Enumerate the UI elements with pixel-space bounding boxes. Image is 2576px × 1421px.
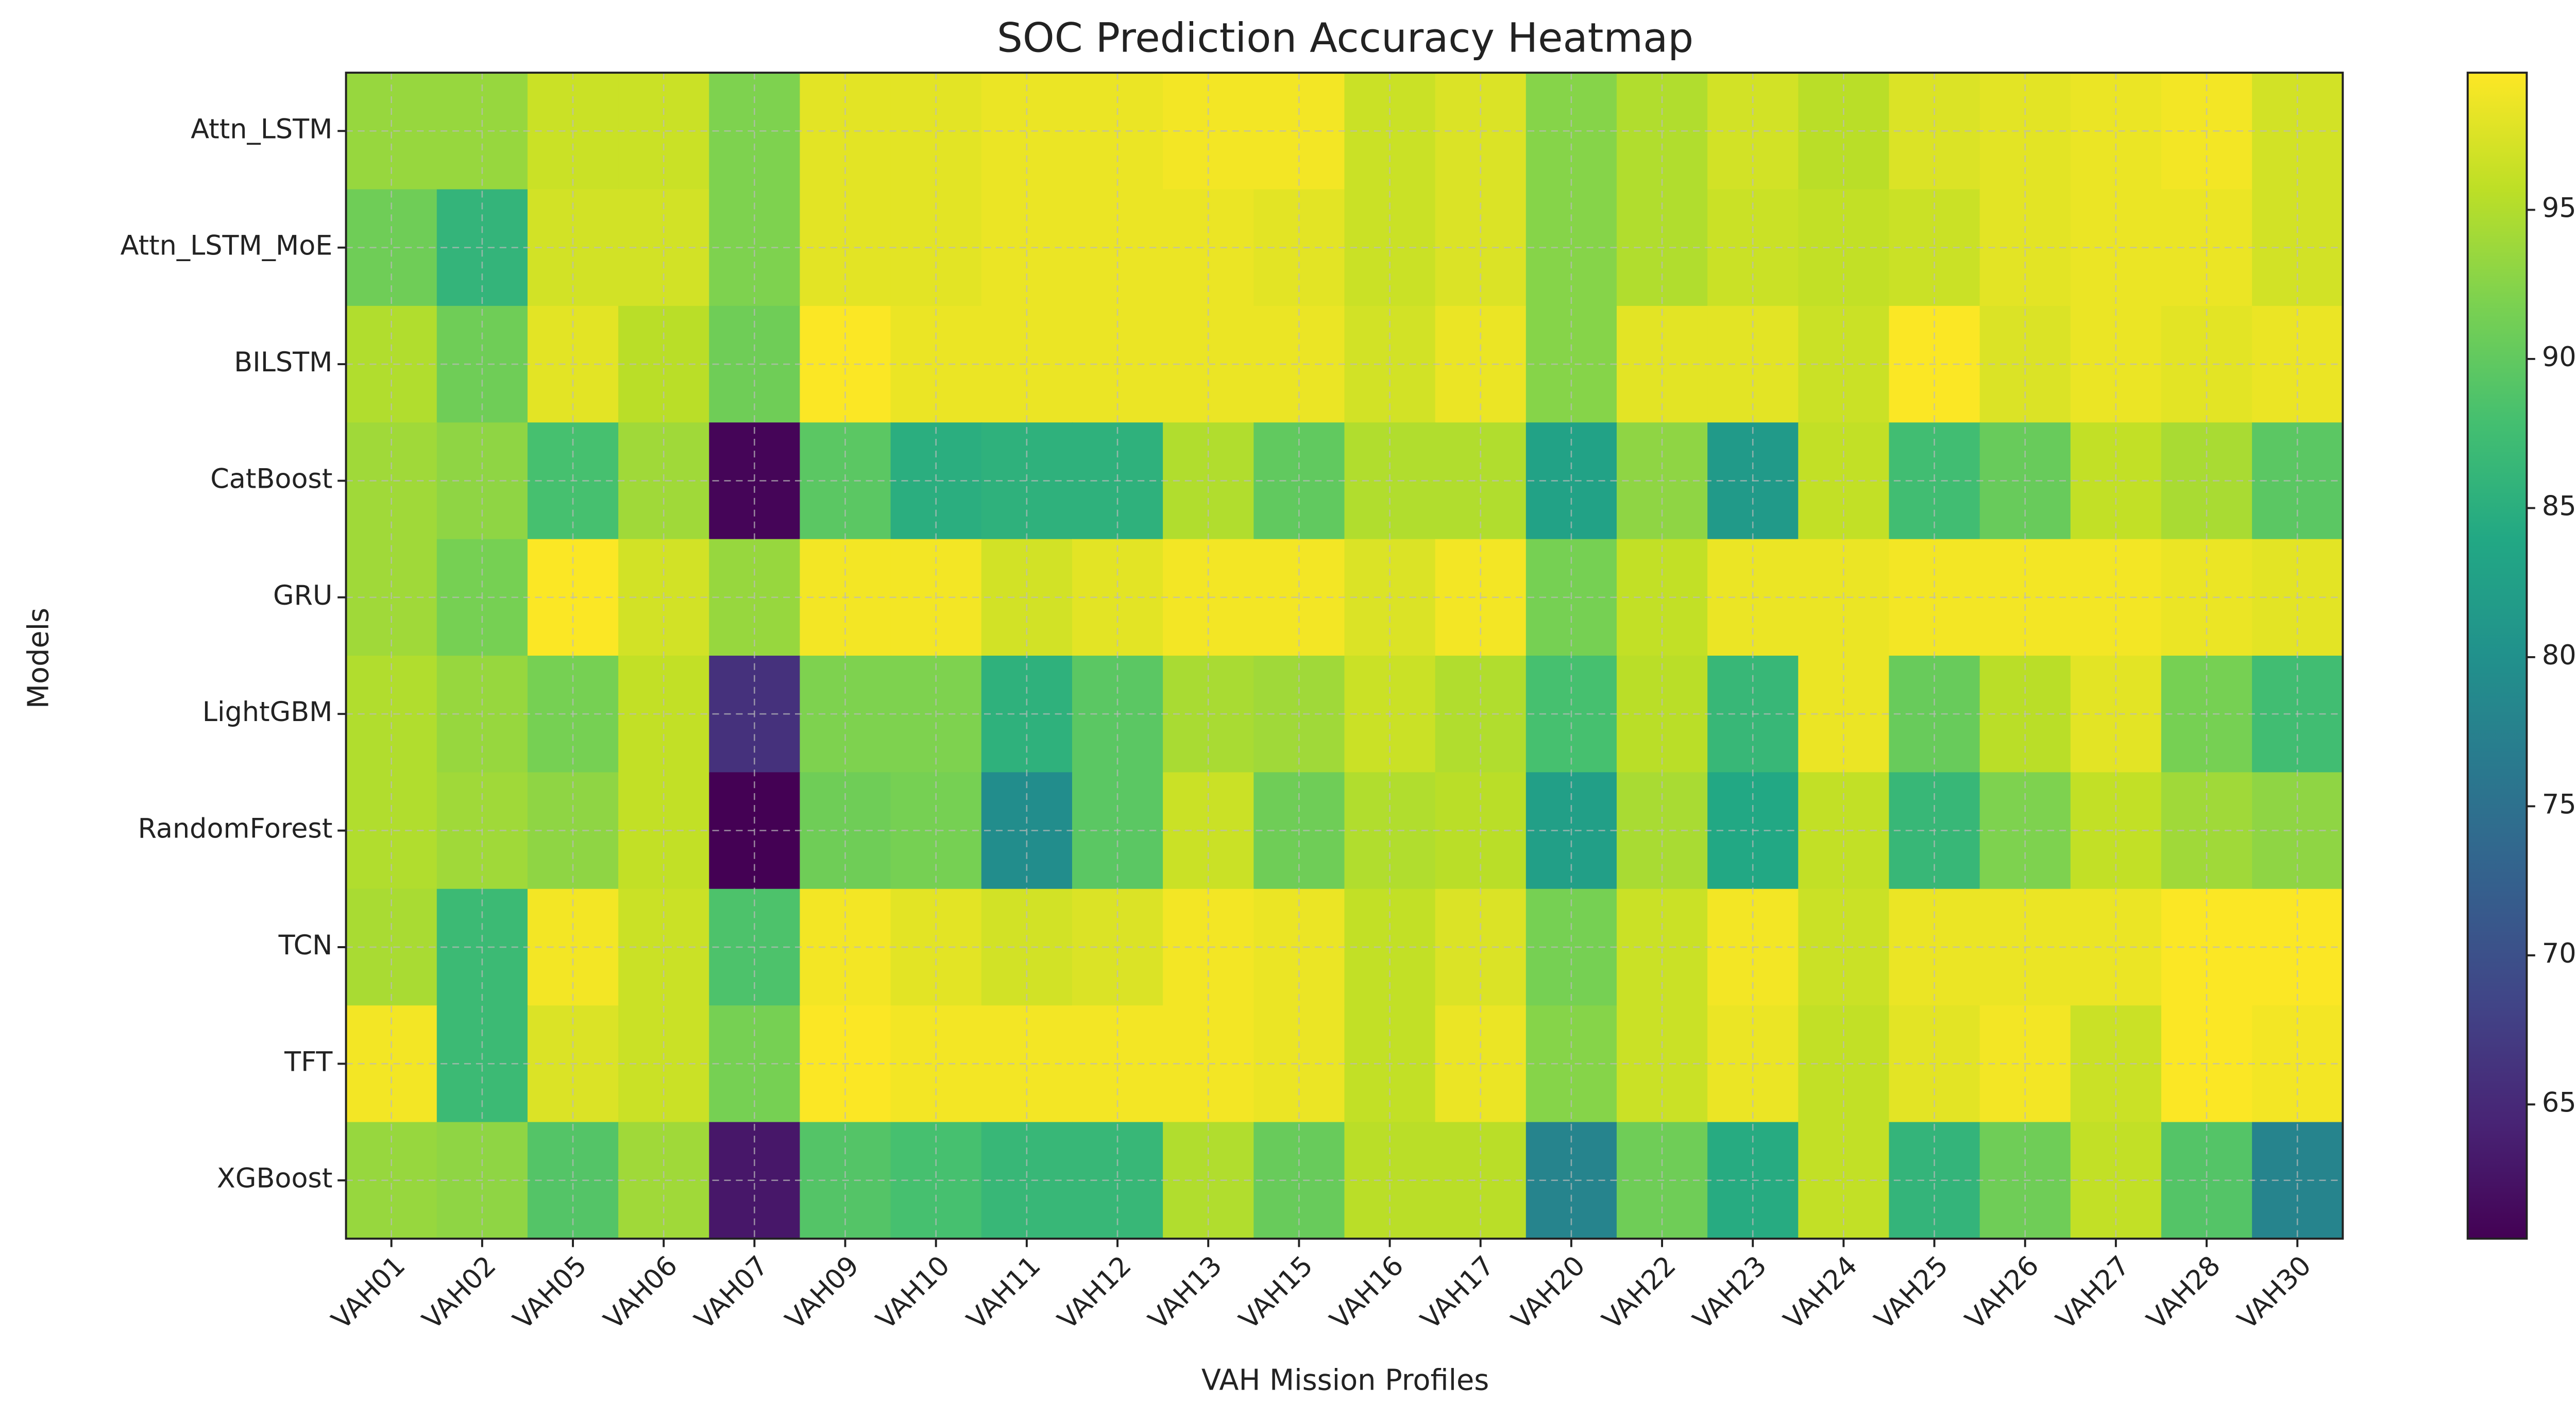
x-tick-label: VAH23 <box>1687 1250 1772 1336</box>
x-tick-label: VAH27 <box>2050 1250 2136 1336</box>
chart-title: SOC Prediction Accuracy Heatmap <box>997 14 1693 61</box>
colorbar-tick-label: 65 <box>2542 1087 2576 1118</box>
y-tick-label: BILSTM <box>234 347 332 378</box>
x-tick-label: VAH30 <box>2231 1250 2317 1336</box>
x-tick-label: VAH11 <box>961 1250 1046 1336</box>
y-tick-label: XGBoost <box>217 1163 332 1194</box>
x-tick-label: VAH12 <box>1052 1250 1137 1336</box>
y-axis-label: Models <box>22 608 56 709</box>
x-tick-label: VAH15 <box>1233 1250 1319 1336</box>
colorbar-tick-label: 95 <box>2542 192 2576 224</box>
colorbar-tick-label: 85 <box>2542 490 2576 522</box>
y-tick-label: TCN <box>278 930 333 961</box>
x-tick-label: VAH13 <box>1142 1250 1228 1336</box>
x-tick-label: VAH09 <box>779 1250 865 1336</box>
x-tick-label: VAH16 <box>1324 1250 1410 1336</box>
colorbar-tick-label: 80 <box>2542 640 2576 671</box>
x-tick-label: VAH01 <box>326 1250 411 1336</box>
colorbar-tick-label: 70 <box>2542 938 2576 969</box>
x-tick-label: VAH22 <box>1596 1250 1682 1336</box>
x-tick-label: VAH28 <box>2141 1250 2226 1336</box>
x-tick-label: VAH05 <box>507 1250 592 1336</box>
y-tick-label: LightGBM <box>202 696 333 728</box>
y-tick-label: Attn_LSTM <box>191 113 332 145</box>
x-tick-label: VAH24 <box>1778 1250 1863 1336</box>
y-tick-label: Attn_LSTM_MoE <box>121 230 333 262</box>
plot-frame <box>345 72 2344 1240</box>
y-tick-label: GRU <box>273 580 332 611</box>
x-tick-label: VAH25 <box>1869 1250 1954 1336</box>
y-tick-label: RandomForest <box>138 813 333 845</box>
colorbar <box>2466 72 2528 1240</box>
x-tick-label: VAH06 <box>598 1250 683 1336</box>
x-tick-label: VAH17 <box>1415 1250 1500 1336</box>
y-tick-label: CatBoost <box>210 463 332 494</box>
x-tick-label: VAH10 <box>870 1250 956 1336</box>
x-tick-label: VAH20 <box>1505 1250 1591 1336</box>
x-axis-label: VAH Mission Profiles <box>1201 1364 1489 1397</box>
colorbar-tick-label: 90 <box>2542 341 2576 373</box>
x-tick-label: VAH02 <box>416 1250 502 1336</box>
y-tick-label: TFT <box>284 1046 333 1077</box>
x-tick-label: VAH26 <box>1959 1250 2045 1336</box>
x-tick-label: VAH07 <box>689 1250 774 1336</box>
colorbar-tick-label: 75 <box>2542 789 2576 820</box>
